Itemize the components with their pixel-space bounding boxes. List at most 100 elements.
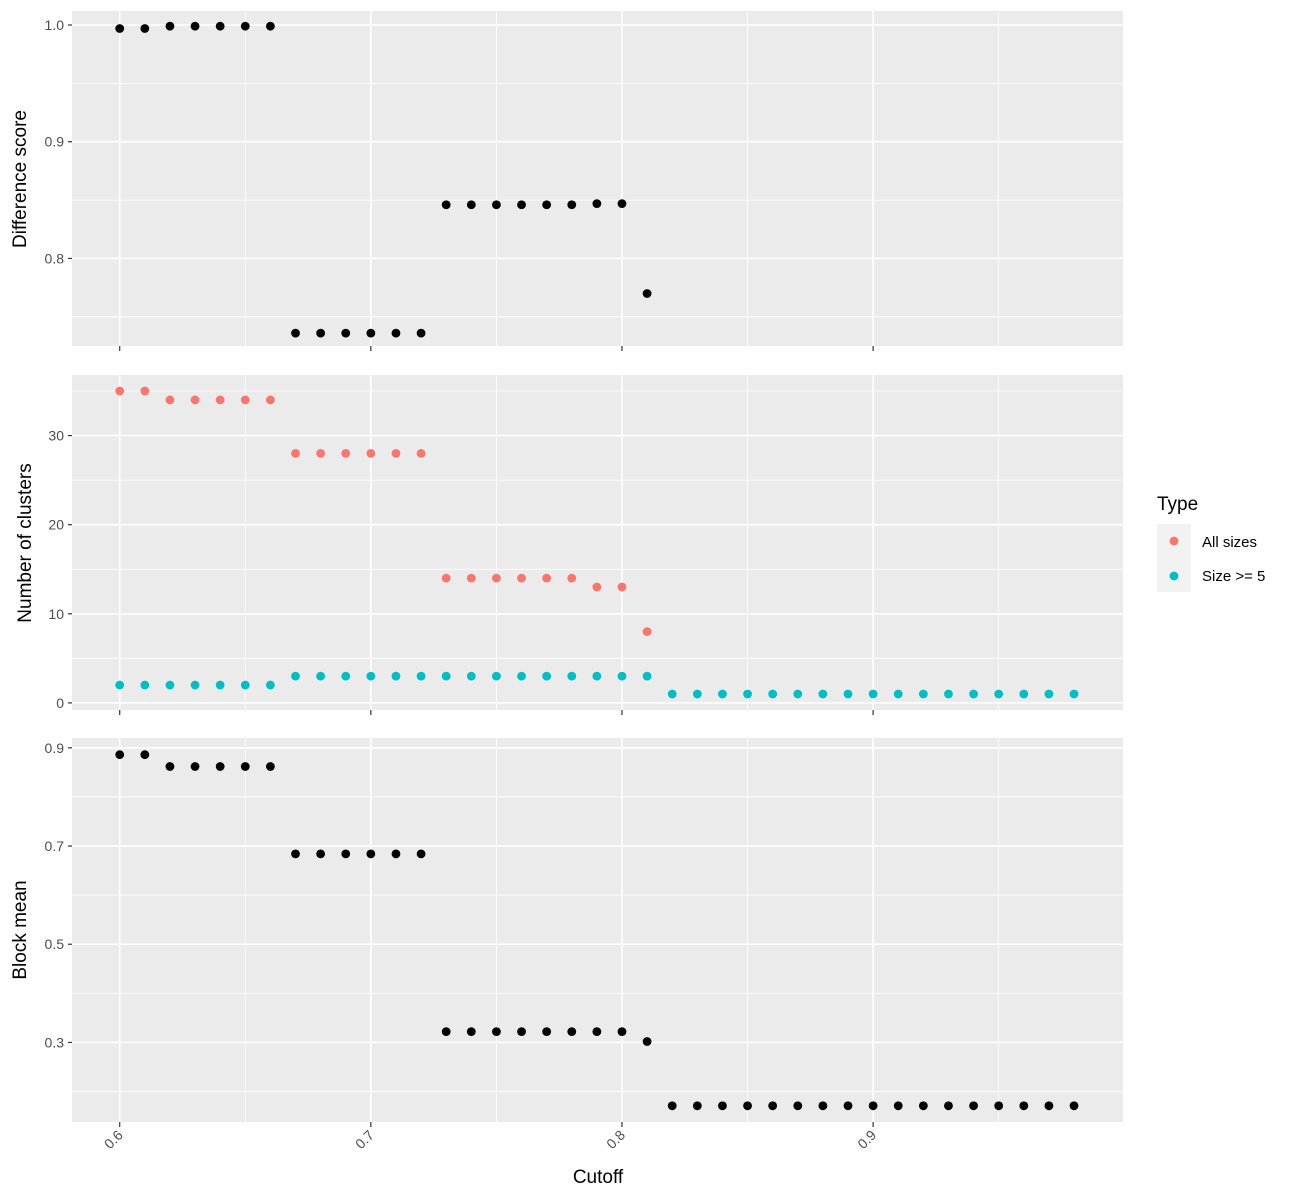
data-point: [240, 762, 250, 771]
data-point-all-sizes: [215, 395, 225, 405]
data-point-size-5: [466, 671, 476, 681]
data-point-size-5: [265, 680, 275, 690]
data-point-size-5: [316, 671, 326, 681]
data-point: [1069, 1101, 1079, 1111]
data-point-size-5: [441, 671, 451, 681]
data-point-all-sizes: [567, 573, 577, 583]
data-point: [366, 849, 376, 859]
data-point-size-5: [994, 689, 1004, 699]
data-point-all-sizes: [140, 386, 150, 396]
data-point-size-5: [215, 680, 225, 690]
data-point-size-5: [667, 689, 677, 699]
y-tick-label: 0.5: [45, 936, 65, 952]
data-point-all-sizes: [165, 395, 175, 405]
major-gridlines: [72, 375, 1123, 710]
data-point: [341, 328, 351, 338]
y-tick-label: 0.8: [45, 250, 65, 266]
y-tick-label: 10: [48, 606, 64, 622]
data-point-size-5: [718, 689, 727, 699]
data-point: [567, 1027, 577, 1037]
data-point-size-5: [115, 680, 125, 690]
data-point-size-5: [240, 680, 250, 690]
data-point-size-5: [542, 671, 552, 681]
data-point-size-5: [969, 689, 978, 699]
data-point: [843, 1101, 853, 1111]
y-tick-label: 0.3: [45, 1034, 65, 1050]
data-point: [466, 200, 476, 210]
data-point: [592, 1027, 602, 1037]
data-point-size-5: [140, 680, 150, 690]
y-tick-label: 0.9: [45, 740, 65, 756]
y-tick-label: 0: [56, 695, 64, 711]
data-points: [115, 386, 1079, 699]
data-point-all-sizes: [265, 395, 275, 405]
data-point: [215, 21, 225, 31]
data-point-size-5: [617, 671, 627, 681]
data-point: [291, 328, 300, 338]
x-tick-label: 0.7: [352, 1127, 377, 1152]
data-point-all-sizes: [617, 582, 627, 592]
y-axis-ticks: 0.3 0.5 0.7 0.9: [45, 740, 72, 1050]
data-point: [341, 849, 351, 859]
data-point: [492, 200, 501, 210]
data-point-size-5: [818, 689, 828, 699]
data-point: [743, 1101, 752, 1111]
data-points: [115, 21, 652, 338]
data-point: [718, 1101, 727, 1111]
data-point-size-5: [1019, 689, 1029, 699]
data-point: [165, 21, 175, 31]
data-point: [793, 1101, 803, 1111]
legend-key-all-sizes: [1169, 536, 1179, 546]
data-point-size-5: [793, 689, 803, 699]
data-point-size-5: [843, 689, 853, 699]
data-point: [642, 289, 652, 298]
x-tick-label: 0.6: [101, 1127, 126, 1152]
data-point: [542, 200, 552, 210]
data-point: [994, 1101, 1004, 1111]
legend-key-size-5: [1169, 571, 1179, 581]
data-point-size-5: [391, 671, 401, 681]
data-point: [768, 1101, 778, 1111]
data-point: [1019, 1101, 1029, 1111]
data-point: [240, 21, 250, 31]
data-point-size-5: [768, 689, 778, 699]
data-point: [291, 849, 300, 859]
data-point-all-sizes: [291, 449, 300, 458]
data-point: [391, 328, 401, 338]
legend: Type All sizes Size >= 5: [1157, 494, 1265, 592]
data-point: [944, 1101, 953, 1111]
data-point: [466, 1027, 476, 1037]
data-point-all-sizes: [642, 627, 652, 636]
legend-label-all-sizes: All sizes: [1202, 534, 1257, 551]
panel-background: [72, 738, 1123, 1122]
y-tick-label: 30: [48, 428, 64, 444]
data-point: [391, 849, 401, 859]
data-point: [969, 1101, 978, 1111]
legend-title: Type: [1157, 494, 1198, 515]
y-axis-title: Difference score: [10, 110, 31, 248]
data-point: [115, 24, 125, 33]
data-point: [542, 1027, 552, 1037]
data-point-size-5: [190, 680, 200, 690]
data-point-size-5: [868, 689, 878, 699]
data-point: [667, 1101, 677, 1111]
y-tick-label: 1.0: [45, 17, 65, 33]
panel-background: [72, 11, 1123, 346]
x-tick-labels: 0.6 0.7 0.8 0.9: [101, 1127, 880, 1152]
data-point-all-sizes: [542, 573, 552, 583]
minor-gridlines: [72, 375, 1123, 710]
data-point-all-sizes: [466, 573, 476, 583]
data-point-size-5: [291, 671, 300, 681]
data-point-all-sizes: [115, 386, 125, 396]
y-axis-title: Number of clusters: [15, 463, 36, 622]
data-point-size-5: [692, 689, 702, 699]
data-point-size-5: [1044, 689, 1054, 699]
data-point: [316, 849, 326, 859]
data-point: [416, 328, 426, 338]
data-point: [140, 24, 150, 33]
data-point-size-5: [893, 689, 903, 699]
data-point-all-sizes: [240, 395, 250, 405]
data-point: [265, 21, 275, 31]
x-axis-ticks: [119, 710, 874, 715]
